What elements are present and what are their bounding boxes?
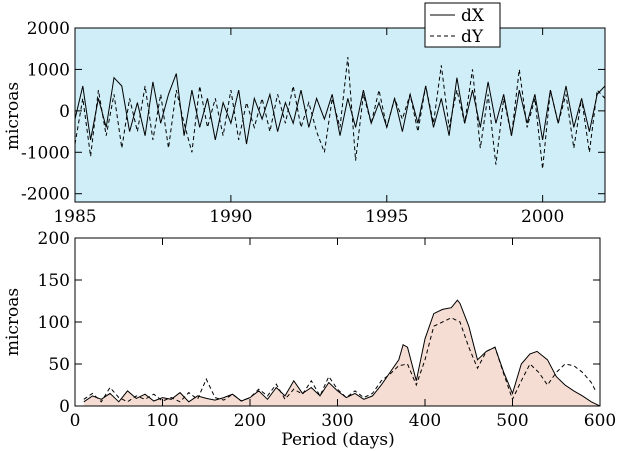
top-plot-frame [74, 27, 606, 203]
bottom-x-axis-label: Period (days) [281, 430, 394, 450]
top-y-tick-label: 1000 [27, 60, 70, 80]
bottom-x-tick-label: 500 [496, 411, 528, 431]
time-series-chart: 1985 1990 1995 2000 -2000 -1000 0 1000 2000 micr… [3, 2, 606, 227]
bottom-axis-ticks: 0 100 200 300 400 500 600 0 50 100 150 200 [38, 229, 617, 431]
bottom-area-dx [83, 300, 600, 406]
top-y-tick-label: 0 [59, 102, 70, 122]
bottom-x-tick-label: 600 [584, 411, 616, 431]
bottom-x-tick-label: 400 [409, 411, 441, 431]
bottom-x-tick-label: 200 [234, 411, 266, 431]
legend-label-dy: dY [461, 27, 484, 47]
bottom-x-tick-label: 100 [146, 411, 178, 431]
bottom-y-tick-label: 100 [38, 313, 70, 333]
bottom-y-tick-label: 150 [38, 271, 70, 291]
top-x-tick-label: 1985 [53, 207, 96, 227]
top-series-dx [75, 73, 605, 145]
top-y-tick-label: -2000 [21, 185, 70, 205]
bottom-y-tick-label: 50 [48, 355, 70, 375]
bottom-y-tick-label: 0 [59, 397, 70, 417]
bottom-x-tick-label: 0 [70, 411, 81, 431]
bottom-x-tick-label: 300 [321, 411, 353, 431]
bottom-y-tick-label: 200 [38, 229, 70, 249]
top-axis-ticks: 1985 1990 1995 2000 -2000 -1000 0 1000 2000 [21, 19, 605, 227]
top-series-group [75, 56, 605, 169]
bottom-y-axis-label: microas [3, 288, 23, 356]
bottom-plot-background [75, 238, 600, 406]
bottom-series-group [83, 299, 600, 406]
top-x-tick-label: 1990 [209, 207, 252, 227]
legend-box [424, 2, 501, 48]
legend: dX dY [424, 2, 501, 48]
top-series-dy [75, 56, 605, 169]
top-x-tick-label: 1995 [365, 207, 408, 227]
top-y-tick-label: -1000 [21, 143, 70, 163]
top-y-tick-label: 2000 [27, 19, 70, 39]
top-y-axis-label: microas [3, 82, 23, 150]
legend-label-dx: dX [461, 6, 485, 26]
top-x-tick-label: 2000 [521, 207, 564, 227]
